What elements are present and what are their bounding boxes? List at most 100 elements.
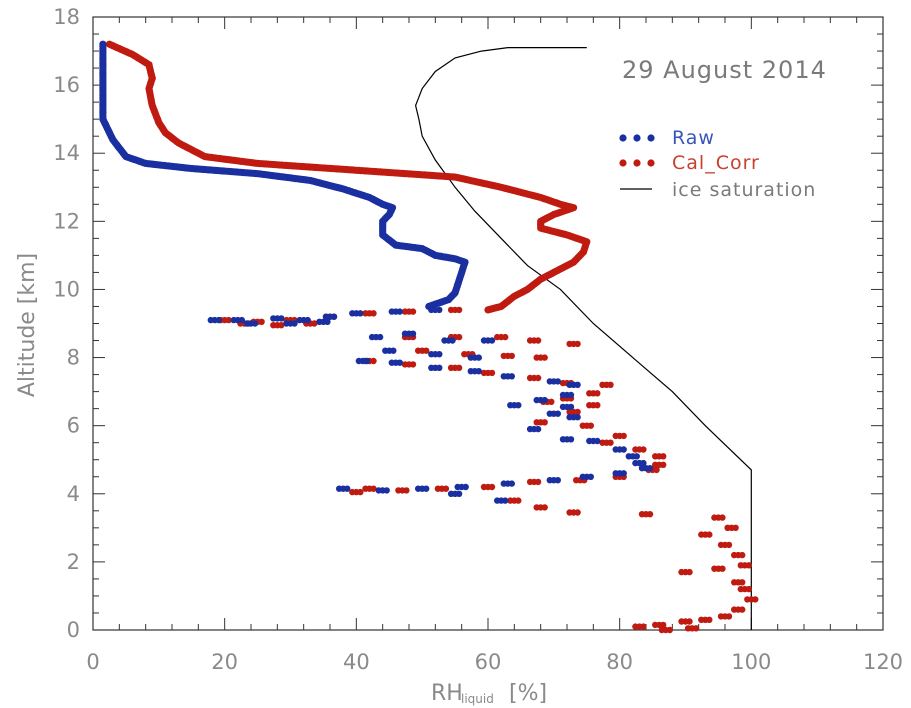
data-point [541,419,548,426]
data-point [554,410,561,417]
series-ice-saturation [414,47,752,630]
data-point [587,422,594,429]
data-point [607,439,614,446]
data-point [442,485,450,492]
data-point [423,485,430,492]
data-point [409,361,417,368]
data-point [484,306,492,314]
data-point [363,357,371,365]
data-point [640,459,647,467]
data-point [462,483,469,491]
y-tick-label: 0 [67,618,80,642]
x-axis-title: RH liquid [%] [431,681,547,706]
x-tick-label: 60 [475,650,502,674]
legend-raw-label: Raw [672,127,715,149]
data-point [311,320,318,327]
data-point [436,364,443,371]
data-point [725,541,733,549]
data-point [633,453,640,460]
data-point [567,436,575,443]
data-point [376,333,384,341]
data-point [215,316,222,324]
data-point [686,618,693,625]
data-point [607,381,614,388]
tick-labels: 0 20 40 60 80 100 120 0 2 4 6 8 10 12 14 16 18 [53,5,903,674]
data-point [594,402,601,409]
ice-saturation-line [414,47,752,630]
legend-dot [619,134,627,142]
data-point [653,466,660,474]
data-point [225,316,232,324]
data-point [620,432,627,440]
axis-ticks [92,16,884,631]
data-point [370,310,377,317]
data-point [409,308,417,315]
data-point [640,446,647,453]
data-point [278,322,285,329]
data-point [640,623,647,630]
x-tick-label: 20 [211,650,238,674]
legend-dot [633,159,641,167]
data-point [706,531,713,538]
data-point [534,478,542,486]
data-point [344,485,351,492]
y-tick-label: 12 [53,209,80,233]
legend-ice-label: ice saturation [672,179,816,201]
data-point [330,313,338,320]
data-point [739,579,746,586]
data-point [383,487,390,494]
legend-calcorr-label: Cal_Corr [672,152,760,174]
data-point [403,487,410,494]
legend-dot [647,159,655,167]
data-point [594,437,601,445]
data-point [357,488,364,496]
data-point [541,354,548,361]
data-point [725,613,733,620]
series-layer [99,40,759,634]
x-tick-label: 40 [343,650,370,674]
data-point [436,306,443,314]
data-point [732,524,739,531]
x-axis-title-unit: [%] [509,681,547,706]
data-point [534,337,542,344]
data-point [587,473,594,480]
data-point [554,378,561,385]
data-point [574,414,581,421]
x-tick-label: 100 [731,650,771,674]
data-point [508,352,515,360]
data-point [238,316,245,324]
data-point [567,403,575,411]
y-tick-label: 18 [53,5,80,29]
data-point [692,625,700,632]
y-tick-label: 6 [67,414,80,438]
data-point [660,461,667,468]
legend-dot [647,134,655,142]
data-point [423,347,430,354]
x-tick-label: 0 [86,650,99,674]
data-point [278,315,285,322]
data-point [475,368,482,375]
data-point [752,596,759,603]
data-point [686,568,693,576]
data-point [304,316,311,324]
data-point [409,330,417,337]
data-point [646,465,654,472]
data-point [541,396,548,404]
data-point [449,337,456,344]
data-point [594,390,601,397]
data-point [370,357,377,365]
data-point [660,621,667,629]
data-point [396,308,403,315]
series-raw [99,40,654,504]
legend-raw-marker [619,134,655,142]
data-point [567,391,575,399]
data-point [574,408,581,416]
data-point [620,470,627,477]
data-point [488,337,496,344]
x-axis-title-main: RH [431,681,463,706]
data-point [508,480,515,487]
x-tick-label: 80 [606,650,633,674]
data-point [739,606,746,613]
annotation-date: 29 August 2014 [622,56,827,84]
